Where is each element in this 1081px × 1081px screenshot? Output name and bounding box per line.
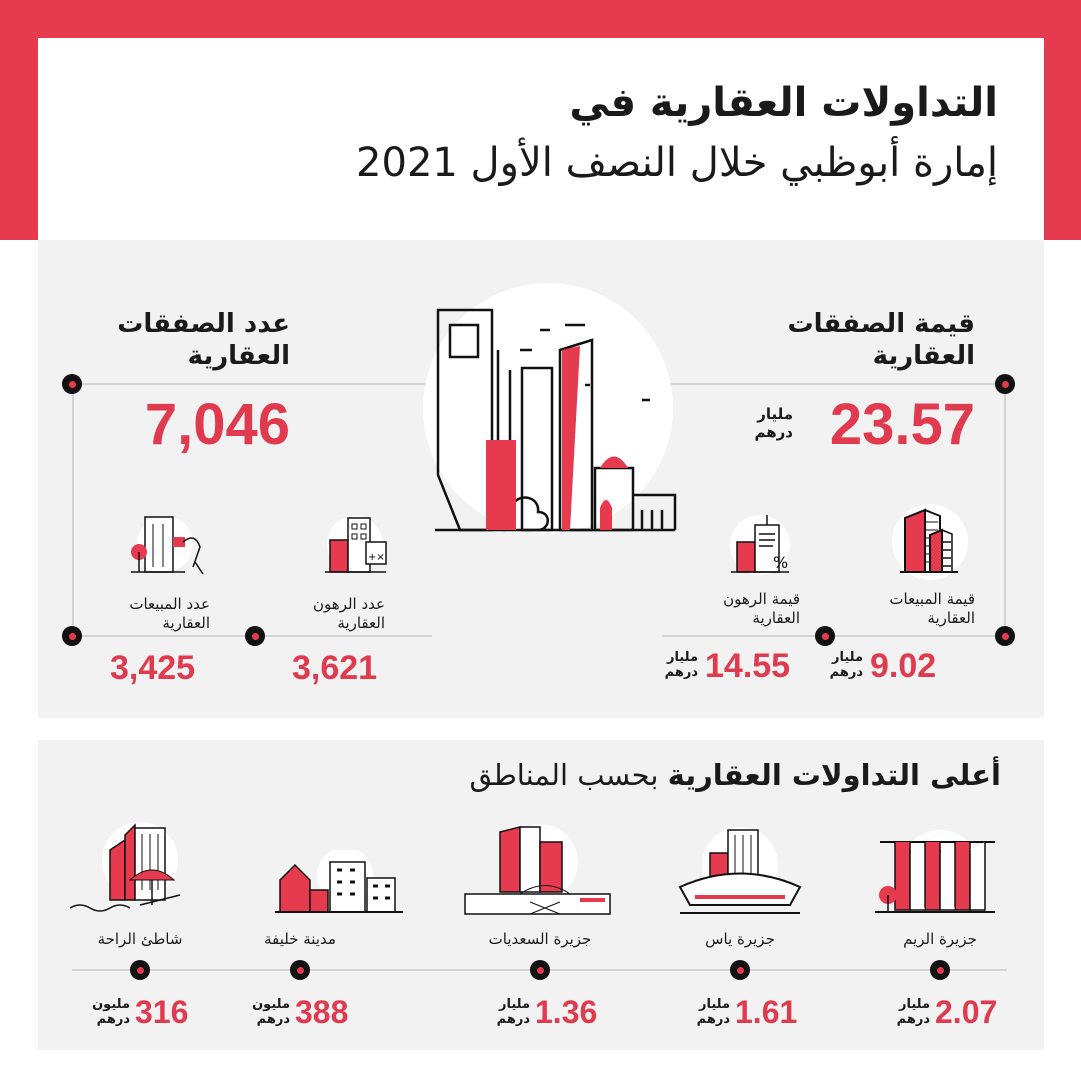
divider [1004, 383, 1006, 635]
region-name: جزيرة الريم [903, 930, 977, 948]
mortgage-count-label: عدد الرهون العقارية [280, 595, 385, 633]
unit-line: مليار [757, 405, 793, 423]
building-calculator-icon: +× [325, 516, 387, 573]
marker-dot [530, 960, 550, 980]
region-name: جزيرة ياس [705, 930, 775, 948]
region-unit: مليون درهم [252, 997, 290, 1027]
marker-dot [245, 626, 265, 646]
region-value: 388 [295, 994, 349, 1030]
title-line1: التداولات العقارية في [569, 80, 998, 126]
total-value-heading: قيمة الصفقات العقارية [788, 308, 976, 372]
total-count-heading: عدد الصفقات العقارية [117, 308, 290, 372]
mortgage-count-number: 3,621 [292, 649, 378, 687]
marker-dot [930, 960, 950, 980]
label-line: العقارية [927, 609, 975, 627]
divider [72, 383, 74, 635]
marker-dot [815, 626, 835, 646]
label-line: قيمة المبيعات [889, 590, 975, 608]
marker-dot [62, 374, 82, 394]
sales-value-unit: مليار درهم [830, 650, 863, 680]
marker-dot [290, 960, 310, 980]
saadiyat-island-icon [464, 824, 611, 915]
unit-line: مليار [498, 997, 530, 1012]
label-line: قيمة الرهون [723, 590, 800, 608]
heading-line: العقارية [872, 341, 975, 371]
marker-dot [62, 626, 82, 646]
building-keys-icon [131, 516, 204, 575]
khalifa-city-icon [275, 850, 403, 913]
label-line: العقارية [337, 614, 385, 632]
unit-line: مليون [252, 997, 290, 1012]
unit-line: درهم [896, 1012, 930, 1027]
mortgage-value-number: 14.55 [705, 647, 791, 685]
sales-value-number: 9.02 [870, 647, 937, 685]
region-unit: مليون درهم [92, 997, 130, 1027]
unit-line: درهم [496, 1012, 530, 1027]
region-value: 2.07 [935, 994, 998, 1030]
sales-count-label: عدد المبيعات العقارية [100, 595, 210, 633]
heading-bold: أعلى التداولات العقارية [667, 758, 1001, 792]
region-value: 1.36 [535, 994, 598, 1030]
divider [662, 383, 1005, 385]
mortgage-value-unit: مليار درهم [665, 650, 698, 680]
heading-line: عدد الصفقات [117, 309, 290, 339]
sales-count-number: 3,425 [110, 649, 196, 687]
svg-text:%: % [773, 553, 788, 572]
sales-value-label: قيمة المبيعات العقارية [855, 590, 975, 628]
unit-line: مليار [666, 650, 698, 665]
divider [72, 383, 432, 385]
total-value-unit: مليار درهم [755, 405, 794, 441]
reem-island-icon [875, 830, 995, 913]
svg-text:+×: +× [368, 552, 385, 563]
yas-island-icon [678, 827, 802, 914]
label-line: عدد المبيعات [129, 595, 210, 613]
marker-dot [995, 626, 1015, 646]
skyline-illustration-icon [423, 283, 677, 533]
unit-line: درهم [256, 1012, 290, 1027]
unit-line: درهم [754, 423, 794, 441]
unit-line: مليون [92, 997, 130, 1012]
title-card [38, 38, 1044, 240]
region-name: شاطئ الراحة [97, 930, 183, 948]
unit-line: مليار [698, 997, 730, 1012]
total-count-number: 7,046 [144, 392, 290, 457]
region-unit: مليار درهم [497, 997, 530, 1027]
label-line: العقارية [162, 614, 210, 632]
al-raha-beach-icon [70, 822, 181, 912]
label-line: العقارية [752, 609, 800, 627]
unit-line: درهم [696, 1012, 730, 1027]
unit-line: درهم [664, 665, 698, 680]
unit-line: درهم [829, 665, 863, 680]
regions-heading: أعلى التداولات العقارية بحسب المناطق [470, 758, 1001, 792]
unit-line: درهم [96, 1012, 130, 1027]
title-line2: إمارة أبوظبي خلال النصف الأول 2021 [356, 140, 998, 186]
region-value: 316 [135, 994, 189, 1030]
region-unit: مليار درهم [897, 997, 930, 1027]
region-value: 1.61 [735, 994, 798, 1030]
marker-dot [995, 374, 1015, 394]
heading-line: العقارية [187, 341, 290, 371]
building-percent-icon: % [730, 515, 790, 575]
marker-dot [130, 960, 150, 980]
region-unit: مليار درهم [697, 997, 730, 1027]
heading-rest: بحسب المناطق [469, 758, 668, 792]
region-name: جزيرة السعديات [488, 930, 592, 948]
region-name: مدينة خليفة [264, 930, 336, 948]
total-value-number: 23.57 [829, 392, 975, 457]
marker-dot [730, 960, 750, 980]
unit-line: مليار [898, 997, 930, 1012]
unit-line: مليار [831, 650, 863, 665]
label-line: عدد الرهون [313, 595, 385, 613]
buildings-icon [892, 504, 968, 580]
heading-line: قيمة الصفقات [787, 309, 976, 339]
mortgage-value-label: قيمة الرهون العقارية [680, 590, 800, 628]
